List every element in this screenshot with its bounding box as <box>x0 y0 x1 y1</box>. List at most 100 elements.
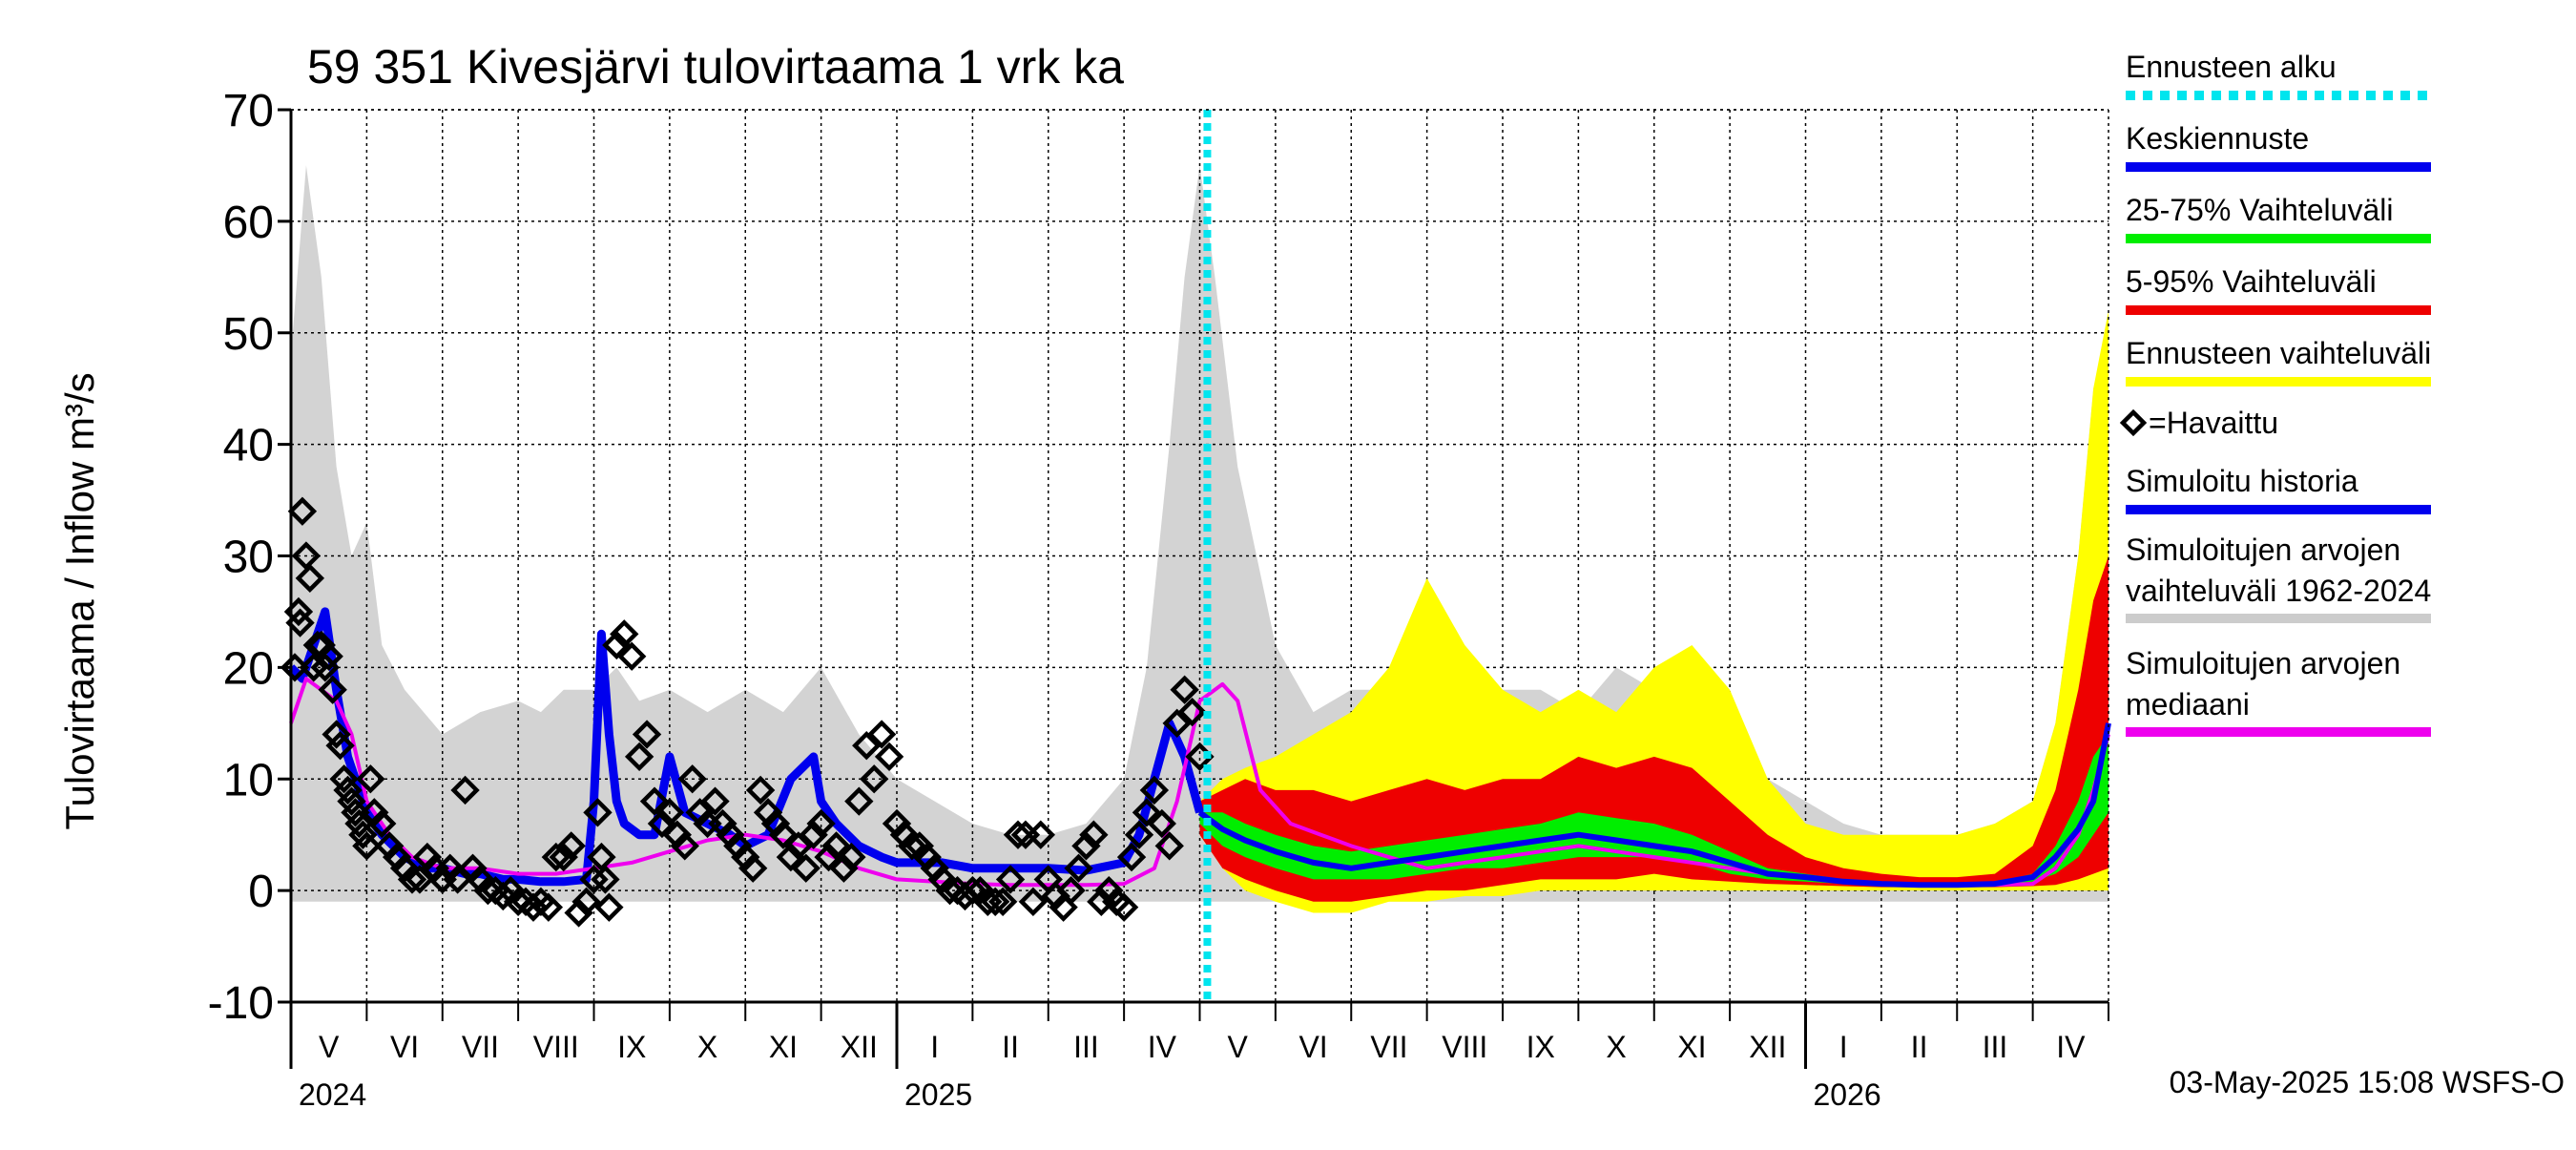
observed-point <box>579 865 609 894</box>
month-label: IX <box>1527 1030 1555 1064</box>
observed-point <box>329 764 359 794</box>
legend-label: Ennusteen alku <box>2126 50 2337 84</box>
month-label: IV <box>1148 1030 1177 1064</box>
observed-point <box>473 875 503 906</box>
month-label: III <box>1073 1030 1099 1064</box>
observed-point <box>708 808 737 839</box>
y-tick-label: 0 <box>248 867 274 917</box>
observed-point <box>981 887 1010 916</box>
observed-point <box>466 865 495 894</box>
month-label: VI <box>1298 1030 1327 1064</box>
observed-point <box>405 865 435 894</box>
observed-point <box>583 798 613 827</box>
observed-point <box>844 786 874 816</box>
month-label: XII <box>1749 1030 1786 1064</box>
observed-point <box>1177 697 1207 727</box>
observed-point <box>1064 853 1093 883</box>
observed-point <box>287 496 318 526</box>
observed-point <box>731 842 760 872</box>
month-label: V <box>319 1030 340 1064</box>
observed-point <box>904 831 934 861</box>
observed-point <box>375 831 405 861</box>
observed-point <box>1170 675 1199 704</box>
observed-point <box>594 892 624 922</box>
observed-point <box>1132 798 1162 827</box>
legend-label: Simuloitu historia <box>2126 464 2358 498</box>
observed-point <box>958 875 987 906</box>
observed-point <box>935 875 965 906</box>
month-label: VII <box>1370 1030 1407 1064</box>
observed-point <box>799 820 828 849</box>
observed-point <box>1147 808 1176 839</box>
forecast-5-95-area <box>1199 555 2109 902</box>
observed-point <box>1124 820 1154 849</box>
observed-point <box>587 842 616 872</box>
observed-point <box>723 831 753 861</box>
year-label: 2026 <box>1814 1077 1881 1112</box>
observed-point <box>617 641 647 671</box>
observed-point <box>356 764 385 794</box>
y-tick-label: 60 <box>223 198 274 248</box>
observed-point <box>920 853 949 883</box>
observed-point <box>556 831 586 861</box>
observed-point <box>624 742 654 772</box>
month-label: II <box>1911 1030 1928 1064</box>
chart-title: 59 351 Kivesjärvi tulovirtaama 1 vrk ka <box>307 40 1124 94</box>
month-label: VIII <box>1442 1030 1487 1064</box>
legend-label: Simuloitujen arvojen <box>2126 646 2400 680</box>
month-label: VIII <box>533 1030 579 1064</box>
observed-point <box>753 798 783 827</box>
observed-point <box>541 842 571 872</box>
y-tick-label: 70 <box>223 86 274 136</box>
observed-point <box>291 541 322 571</box>
observed-point <box>344 808 374 839</box>
observed-point <box>670 831 699 861</box>
observed-point <box>662 820 692 849</box>
observed-point <box>348 820 378 849</box>
month-label: II <box>1002 1030 1019 1064</box>
observed-point <box>306 630 336 660</box>
observed-point <box>352 831 382 861</box>
observed-point <box>685 798 715 827</box>
observed-point <box>1116 842 1147 872</box>
legend-label: =Havaittu <box>2149 406 2278 440</box>
month-label: XI <box>1677 1030 1706 1064</box>
observed-point <box>966 875 995 906</box>
observed-point <box>654 798 685 827</box>
forecast-mean-line <box>1197 722 2111 889</box>
observed-point <box>314 641 343 671</box>
observed-point <box>995 865 1026 894</box>
observed-point <box>1018 887 1049 916</box>
observed-point <box>768 820 799 849</box>
observed-point <box>1154 831 1184 861</box>
month-label: VI <box>390 1030 419 1064</box>
observed-point <box>927 865 957 894</box>
month-label: X <box>697 1030 717 1064</box>
observed-point <box>591 865 620 894</box>
month-label: IV <box>2056 1030 2086 1064</box>
observed-point <box>450 775 480 805</box>
observed-point <box>435 853 465 883</box>
observed-point <box>852 731 882 761</box>
y-tick-label: 10 <box>223 755 274 805</box>
observed-point <box>602 630 632 660</box>
observed-point <box>1003 820 1033 849</box>
observed-point <box>632 720 662 749</box>
observed-point <box>610 619 639 649</box>
month-label: I <box>930 1030 939 1064</box>
observed-point <box>677 764 707 794</box>
legend-label: Keskiennuste <box>2126 121 2309 156</box>
legend-label: 25-75% Vaihteluväli <box>2126 193 2393 227</box>
observed-point <box>549 842 578 872</box>
legend-label: 5-95% Vaihteluväli <box>2126 264 2377 299</box>
observed-point <box>874 742 904 772</box>
observed-point <box>533 892 564 922</box>
observed-point <box>285 608 315 638</box>
observed-point <box>333 775 363 805</box>
month-label: I <box>1839 1030 1848 1064</box>
month-label: V <box>1228 1030 1249 1064</box>
timestamp: 03-May-2025 15:08 WSFS-O <box>2170 1065 2565 1099</box>
